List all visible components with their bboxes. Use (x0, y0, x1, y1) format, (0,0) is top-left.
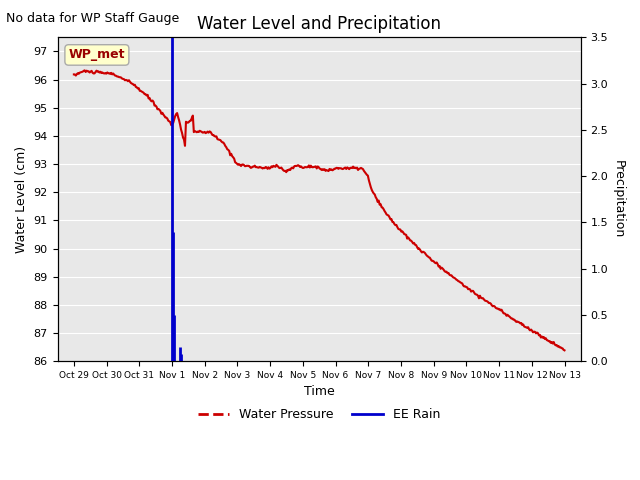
X-axis label: Time: Time (304, 385, 335, 398)
Title: Water Level and Precipitation: Water Level and Precipitation (197, 15, 441, 33)
Legend: Water Pressure, EE Rain: Water Pressure, EE Rain (193, 403, 445, 426)
Text: No data for WP Staff Gauge: No data for WP Staff Gauge (6, 12, 180, 25)
Text: WP_met: WP_met (68, 48, 125, 61)
Y-axis label: Precipitation: Precipitation (612, 160, 625, 239)
Y-axis label: Water Level (cm): Water Level (cm) (15, 145, 28, 253)
